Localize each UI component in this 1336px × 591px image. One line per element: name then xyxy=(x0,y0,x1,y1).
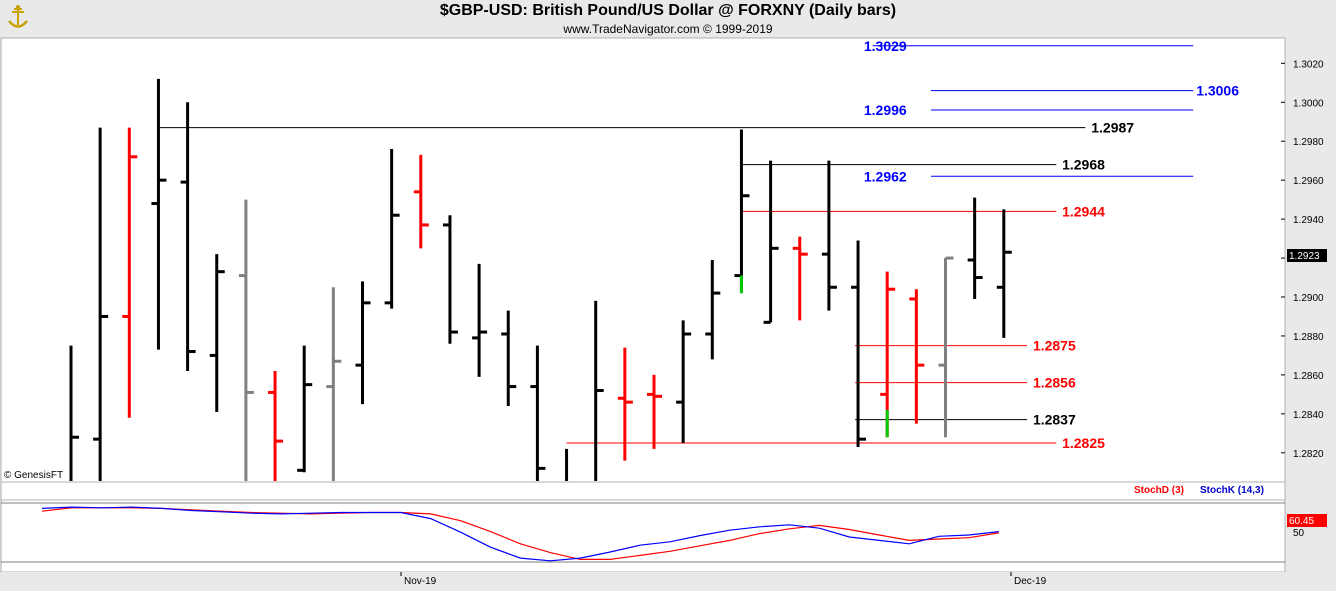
stoch-panel xyxy=(0,499,1286,573)
y-tick-label: 1.2940 xyxy=(1293,215,1324,226)
stoch-line xyxy=(41,507,999,561)
level-label: 1.2968 xyxy=(1062,157,1105,173)
x-tick-nov: Nov-19 xyxy=(404,576,437,587)
stoch-tick-50: 50 xyxy=(1293,528,1305,539)
stoch-lines xyxy=(41,506,999,562)
level-label: 1.2825 xyxy=(1062,435,1105,451)
price-levels: 1.3029 1.3006 1.2996 1.2987 1.2968 1.2962 1.29… xyxy=(158,38,1239,451)
level-label: 1.2996 xyxy=(864,102,907,118)
level-label: 1.3029 xyxy=(864,38,907,54)
y-tick-label: 1.2980 xyxy=(1293,137,1324,148)
level-label: 1.2875 xyxy=(1033,338,1076,354)
stoch-line xyxy=(41,506,999,562)
chart-header: $GBP-USD: British Pound/US Dollar @ FORX… xyxy=(0,0,1336,38)
y-tick-label: 1.2860 xyxy=(1293,371,1324,382)
last-price-box xyxy=(1287,249,1327,262)
y-tick-label: 1.2820 xyxy=(1293,449,1324,460)
level-label: 1.2856 xyxy=(1033,375,1076,391)
last-price-label: 1.2923 xyxy=(1289,251,1320,262)
date-axis xyxy=(1,572,1285,590)
level-label: 1.2962 xyxy=(864,168,907,184)
watermark: © GenesisFT xyxy=(4,470,63,481)
level-label: 1.2987 xyxy=(1091,120,1134,136)
level-label: 1.2837 xyxy=(1033,412,1076,428)
stoch-last-label: 60.45 xyxy=(1289,516,1314,527)
stoch-header-strip xyxy=(0,481,1286,501)
stochk-legend: StochK (14,3) xyxy=(1200,485,1264,496)
level-label: 1.2944 xyxy=(1062,203,1105,219)
chart-title: $GBP-USD: British Pound/US Dollar @ FORX… xyxy=(439,2,897,19)
trade-navigator-logo-icon xyxy=(4,3,32,33)
y-tick-label: 1.2900 xyxy=(1293,293,1324,304)
x-tick-dec: Dec-19 xyxy=(1014,576,1047,587)
ohlc-bars xyxy=(69,78,1012,481)
y-tick-label: 1.2880 xyxy=(1293,332,1324,343)
chart-subtitle: www.TradeNavigator.com © 1999-2019 xyxy=(563,22,773,36)
y-tick-label: 1.2960 xyxy=(1293,176,1324,187)
price-panel xyxy=(0,37,1286,483)
stoch-last-box xyxy=(1287,514,1327,527)
stochd-legend: StochD (3) xyxy=(1134,485,1184,496)
y-tick-label: 1.2840 xyxy=(1293,410,1324,421)
level-label: 1.3006 xyxy=(1196,83,1239,99)
y-tick-label: 1.3000 xyxy=(1293,98,1324,109)
y-tick-label: 1.3020 xyxy=(1293,59,1324,70)
